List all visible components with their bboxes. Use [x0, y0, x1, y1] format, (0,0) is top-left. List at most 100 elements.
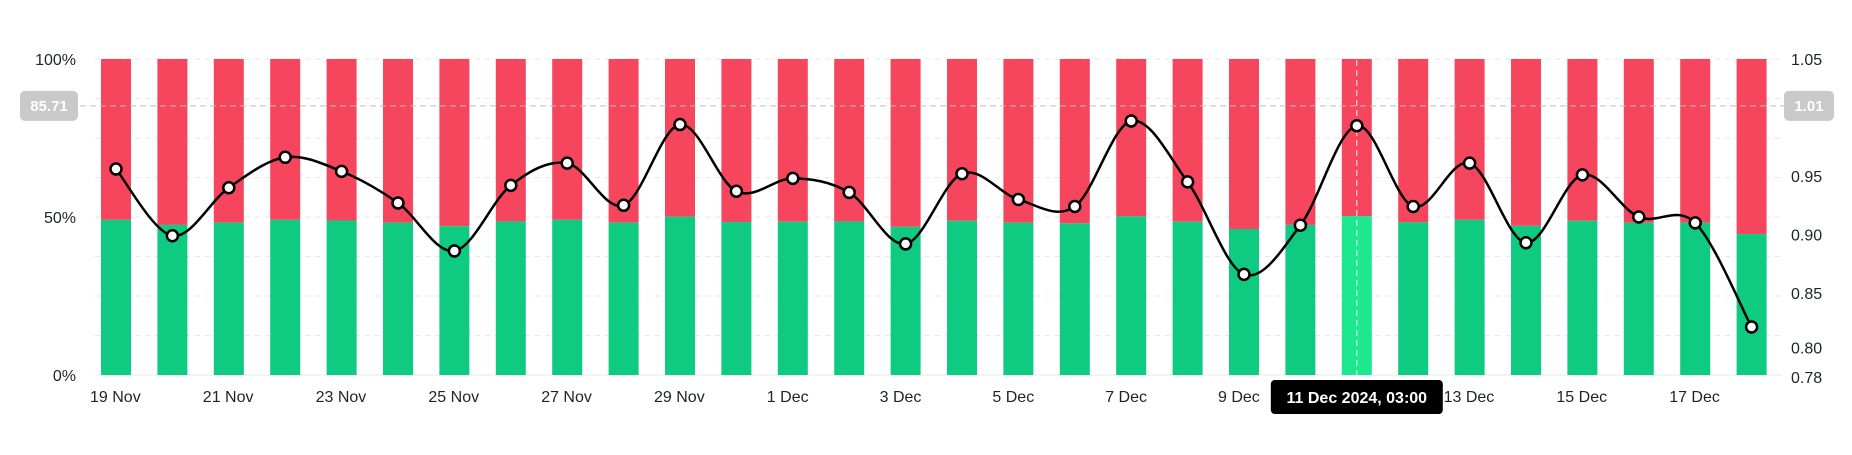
ratio-point[interactable]	[447, 244, 462, 258]
right-tick-label: 0.95	[1791, 169, 1822, 186]
short-bar[interactable]	[1285, 59, 1316, 225]
short-bar[interactable]	[326, 59, 357, 221]
long-bar[interactable]	[721, 222, 752, 375]
short-bar[interactable]	[1736, 59, 1767, 235]
short-bar[interactable]	[1116, 59, 1147, 217]
ratio-point[interactable]	[1406, 199, 1420, 214]
ratio-point[interactable]	[955, 166, 969, 181]
long-bar[interactable]	[1511, 225, 1541, 375]
long-bar[interactable]	[101, 219, 131, 375]
short-bar[interactable]	[1680, 59, 1711, 223]
crosshair-badges: 85.71 1.01 11 Dec 2024, 03:00	[20, 90, 1834, 414]
ratio-point[interactable]	[109, 162, 123, 176]
long-bar[interactable]	[383, 222, 413, 375]
ratio-point[interactable]	[842, 185, 856, 200]
ratio-point[interactable]	[560, 156, 574, 170]
short-bar[interactable]	[1511, 59, 1541, 226]
ratio-line[interactable]	[109, 114, 1759, 334]
short-bar[interactable]	[101, 59, 131, 220]
long-bar[interactable]	[608, 222, 639, 375]
long-bar[interactable]	[1680, 222, 1711, 375]
ratio-point[interactable]	[1293, 218, 1308, 232]
date-tooltip-text: 11 Dec 2024, 03:00	[1287, 390, 1428, 407]
x-tick-label: 3 Dec	[880, 389, 922, 406]
short-bar[interactable]	[1229, 59, 1259, 230]
ratio-point[interactable]	[616, 198, 631, 213]
ratio-point[interactable]	[1744, 320, 1759, 334]
ratio-point[interactable]	[1124, 114, 1138, 128]
ratio-point[interactable]	[1688, 216, 1702, 230]
short-bar[interactable]	[947, 59, 977, 221]
long-bar[interactable]	[1003, 222, 1034, 375]
long-bar[interactable]	[1229, 229, 1259, 375]
ratio-point[interactable]	[278, 150, 292, 165]
bars[interactable]	[101, 59, 1767, 375]
long-bar[interactable]	[1116, 216, 1147, 375]
short-bar[interactable]	[1623, 59, 1654, 223]
short-bar[interactable]	[890, 59, 921, 227]
left-y-axis: 0% 50% 100%	[35, 52, 76, 385]
short-bar[interactable]	[1454, 59, 1485, 220]
left-tick-label: 100%	[35, 52, 76, 69]
long-bar[interactable]	[665, 216, 695, 375]
crosshair	[40, 50, 1800, 375]
long-bar[interactable]	[552, 219, 583, 375]
right-tick-label: 0.80	[1791, 341, 1822, 358]
ratio-point[interactable]	[898, 237, 913, 251]
long-bar[interactable]	[1623, 222, 1654, 375]
short-bar[interactable]	[1567, 59, 1598, 221]
ratio-point[interactable]	[1519, 235, 1533, 250]
ratio-point[interactable]	[1068, 199, 1082, 214]
long-bar[interactable]	[777, 221, 808, 375]
long-bar[interactable]	[213, 222, 244, 375]
long-bar[interactable]	[326, 220, 357, 375]
long-bar[interactable]	[157, 224, 188, 375]
long-bar[interactable]	[270, 219, 301, 375]
ratio-point[interactable]	[391, 196, 405, 210]
x-tick-label: 19 Nov	[90, 389, 141, 406]
x-tick-label: 17 Dec	[1669, 389, 1720, 406]
grid-lines	[95, 58, 1782, 376]
short-bar[interactable]	[777, 59, 808, 222]
short-bar[interactable]	[1172, 59, 1203, 222]
short-bar[interactable]	[552, 59, 583, 220]
ratio-point[interactable]	[786, 171, 800, 186]
ratio-point[interactable]	[729, 184, 744, 199]
long-bar[interactable]	[1285, 224, 1316, 375]
long-bar[interactable]	[834, 221, 865, 375]
long-bar[interactable]	[947, 220, 977, 375]
long-bar[interactable]	[1454, 219, 1485, 375]
x-tick-label: 21 Nov	[203, 389, 254, 406]
ratio-point[interactable]	[1632, 210, 1646, 224]
ratio-point[interactable]	[673, 117, 687, 132]
long-bar[interactable]	[1172, 221, 1203, 375]
ratio-point[interactable]	[222, 180, 236, 195]
ratio-point[interactable]	[1011, 192, 1026, 207]
short-bar[interactable]	[157, 59, 188, 225]
ratio-point[interactable]	[334, 164, 349, 179]
long-bar[interactable]	[495, 221, 526, 375]
ratio-point[interactable]	[1462, 156, 1477, 170]
x-tick-label: 25 Nov	[428, 389, 479, 406]
ratio-point[interactable]	[1575, 168, 1590, 182]
short-bar[interactable]	[665, 59, 695, 217]
long-bar[interactable]	[1398, 222, 1429, 375]
ratio-point[interactable]	[165, 228, 180, 243]
right-value-badge	[1784, 90, 1834, 121]
right-value-badge-text: 1.01	[1794, 98, 1823, 115]
short-bar[interactable]	[439, 59, 470, 227]
x-tick-label: 15 Dec	[1556, 389, 1607, 406]
ratio-point[interactable]	[1350, 118, 1364, 133]
short-bar[interactable]	[270, 59, 301, 220]
long-bar[interactable]	[890, 226, 921, 375]
long-bar[interactable]	[1567, 220, 1598, 375]
ratio-point[interactable]	[1180, 175, 1195, 189]
short-bar[interactable]	[608, 59, 639, 223]
short-bar[interactable]	[1059, 59, 1090, 224]
ratio-point[interactable]	[504, 178, 518, 193]
long-bar[interactable]	[1059, 223, 1090, 375]
x-tick-label: 1 Dec	[767, 389, 809, 406]
ratio-point[interactable]	[1237, 267, 1251, 282]
